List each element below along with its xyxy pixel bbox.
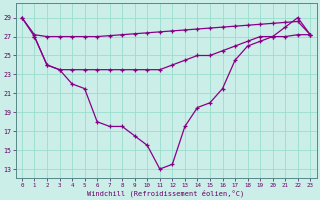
X-axis label: Windchill (Refroidissement éolien,°C): Windchill (Refroidissement éolien,°C) xyxy=(87,189,245,197)
